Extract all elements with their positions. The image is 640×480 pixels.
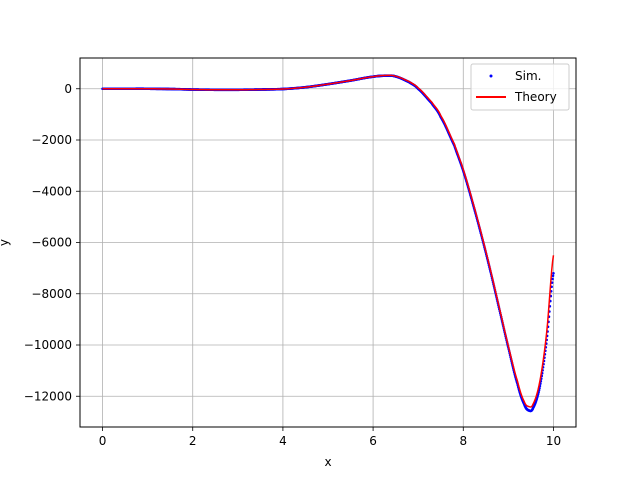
legend: Sim. Theory	[470, 63, 570, 111]
x-tick-label: 6	[369, 434, 377, 448]
x-tick-label: 2	[189, 434, 197, 448]
y-tick-label: −12000	[24, 389, 72, 403]
y-tick-label: −8000	[31, 287, 72, 301]
y-tick-label: −4000	[31, 184, 72, 198]
y-tick-label: −10000	[24, 338, 72, 352]
data-point	[552, 271, 555, 275]
y-tick-label: −6000	[31, 236, 72, 250]
legend-marker-sim	[489, 74, 493, 78]
legend-label-theory: Theory	[514, 90, 557, 104]
x-axis-label: x	[324, 455, 331, 469]
legend-label-sim: Sim.	[515, 69, 541, 83]
y-tick-label: −2000	[31, 133, 72, 147]
x-tick-label: 4	[279, 434, 287, 448]
x-tick-label: 8	[459, 434, 467, 448]
x-tick-label: 0	[99, 434, 107, 448]
series-theory-line	[102, 74, 555, 408]
data-point	[551, 274, 555, 278]
y-tick-label: 0	[64, 82, 72, 96]
grid	[80, 58, 576, 427]
legend-box	[470, 63, 570, 111]
data-point	[551, 277, 554, 281]
x-tick-label: 10	[546, 434, 561, 448]
ticks: 0 2 4 6 8 10 0 −2000 −4000 −6000 −8000 −10000 −12000	[24, 82, 561, 448]
plot-area	[101, 74, 555, 413]
y-axis-label: y	[0, 239, 11, 246]
